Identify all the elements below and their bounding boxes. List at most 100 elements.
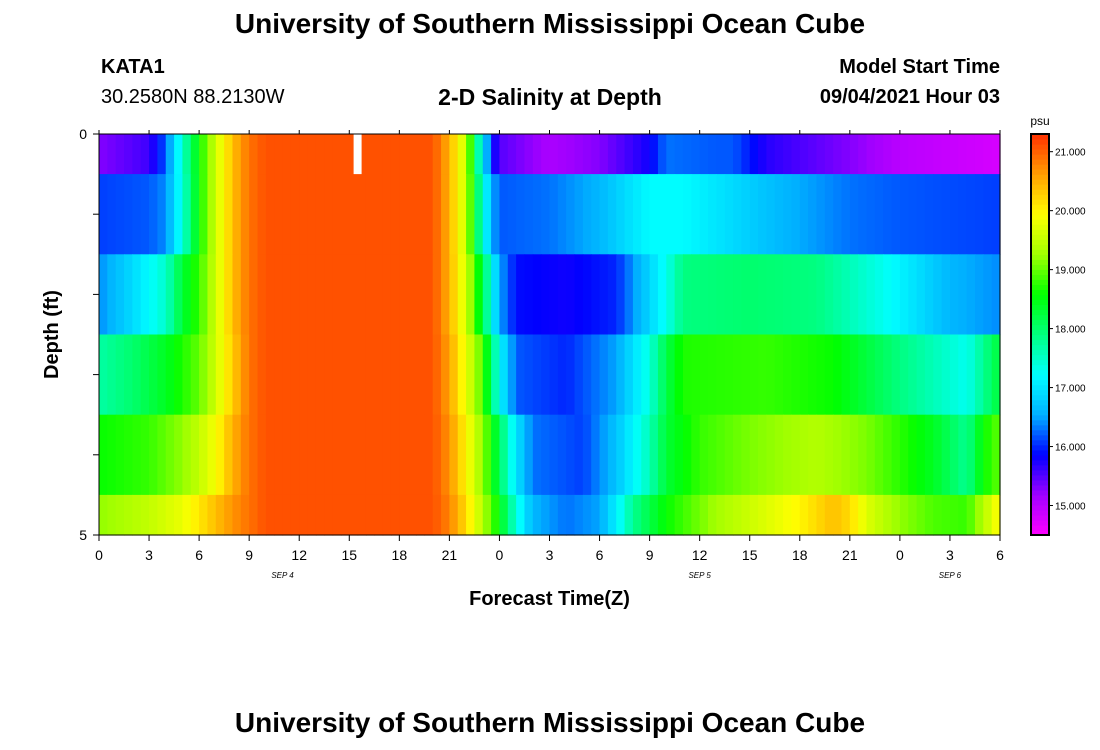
heatmap-cell — [708, 134, 717, 175]
colorbar-segment — [1031, 149, 1049, 155]
heatmap-cell — [407, 174, 417, 255]
heatmap-cell — [441, 134, 450, 175]
heatmap-cell — [357, 334, 367, 416]
heatmap-cell — [591, 414, 601, 496]
heatmap-cell — [833, 134, 843, 175]
heatmap-cell — [616, 334, 626, 416]
heatmap-cell — [816, 414, 826, 496]
heatmap-cell — [708, 174, 717, 255]
heatmap-cell — [416, 254, 425, 336]
heatmap-cell — [758, 494, 767, 536]
colorbar-segment — [1031, 219, 1049, 225]
colorbar-tick-label: 19.000 — [1055, 266, 1086, 277]
heatmap-cell — [290, 494, 300, 536]
colorbar-segment — [1031, 334, 1049, 341]
heatmap-cell — [541, 494, 551, 536]
heatmap-cell — [749, 254, 759, 336]
heatmap-cell — [357, 254, 367, 336]
heatmap-cell — [699, 134, 709, 175]
heatmap-cell — [491, 494, 501, 536]
heatmap-cell — [924, 334, 934, 416]
heatmap-cell — [858, 134, 868, 175]
heatmap-cell — [733, 134, 742, 175]
heatmap-cell — [733, 414, 742, 496]
heatmap-cell — [783, 254, 793, 336]
x-axis-ticks: 0 3 6 9 12 15 18 21 0 3 6 9 12 15 18 21 0 3 6 — [95, 130, 1004, 563]
heatmap-cell — [924, 254, 934, 336]
heatmap-cell — [974, 134, 984, 175]
heatmap-cell — [165, 254, 175, 336]
colorbar-segment — [1031, 224, 1049, 230]
heatmap-cell — [207, 494, 217, 536]
heatmap-cell — [174, 494, 184, 536]
heatmap-cell — [649, 414, 659, 496]
heatmap-cell — [324, 254, 334, 336]
heatmap-cell — [165, 414, 175, 496]
heatmap-cell — [416, 174, 425, 255]
heatmap-cell — [858, 174, 868, 255]
heatmap-cell — [557, 334, 567, 416]
heatmap-cell — [749, 494, 759, 536]
heatmap-cell — [516, 494, 526, 536]
heatmap-cell — [749, 134, 759, 175]
heatmap-cell — [357, 494, 367, 536]
heatmap-cell — [766, 494, 776, 536]
heatmap-cell — [891, 134, 901, 175]
heatmap-cell — [365, 134, 375, 175]
heatmap-cell — [758, 414, 767, 496]
heatmap-cell — [966, 494, 976, 536]
heatmap-cell — [833, 494, 843, 536]
heatmap-cell — [140, 494, 150, 536]
heatmap-cell — [966, 134, 976, 175]
heatmap-cell — [733, 494, 742, 536]
heatmap-cell — [599, 254, 609, 336]
colorbar-segment — [1031, 509, 1049, 516]
heatmap-cell — [816, 134, 826, 175]
heatmap-cell — [224, 414, 234, 496]
heatmap-cell — [332, 254, 342, 336]
heatmap-cell — [749, 414, 759, 496]
heatmap-cell — [849, 494, 859, 536]
heatmap-cell — [541, 174, 551, 255]
heatmap-cell — [449, 134, 459, 175]
heatmap-cell — [574, 334, 584, 416]
colorbar-segment — [1031, 249, 1049, 255]
colorbar-tick-label: 17.000 — [1055, 384, 1086, 395]
heatmap-cell — [307, 134, 317, 175]
heatmap-cell — [891, 494, 901, 536]
heatmap-cell — [240, 414, 250, 496]
colorbar-segment — [1031, 164, 1049, 170]
heatmap-cell — [716, 254, 726, 336]
heatmap-cell — [566, 334, 576, 416]
heatmap-cell — [566, 174, 576, 255]
heatmap-cell — [199, 134, 209, 175]
heatmap-cell — [799, 334, 809, 416]
heatmap-cell — [466, 494, 476, 536]
heatmap-cell — [315, 134, 325, 175]
heatmap-cell — [274, 254, 284, 336]
heatmap-cell — [874, 494, 884, 536]
heatmap-cell — [140, 414, 150, 496]
heatmap-cell — [616, 254, 626, 336]
colorbar-segment — [1031, 529, 1049, 536]
heatmap-cell — [941, 494, 951, 536]
colorbar-segment — [1031, 409, 1049, 416]
heatmap-cell — [632, 134, 642, 175]
heatmap-cell — [841, 494, 851, 536]
colorbar-segment — [1031, 189, 1049, 195]
heatmap-cell — [157, 174, 167, 255]
heatmap-cell — [708, 494, 717, 536]
heatmap-cell — [499, 494, 509, 536]
heatmap-cell — [365, 334, 375, 416]
heatmap-cell — [115, 174, 125, 255]
heatmap-cell — [224, 494, 234, 536]
heatmap-cell — [933, 414, 943, 496]
heatmap-cell — [691, 494, 701, 536]
heatmap-cell — [282, 494, 292, 536]
heatmap-cell — [824, 134, 834, 175]
heatmap-cell — [749, 334, 759, 416]
heatmap-cell — [649, 134, 659, 175]
heatmap-cell — [282, 254, 292, 336]
colorbar-tick-label: 20.000 — [1055, 207, 1086, 218]
heatmap-cell — [99, 494, 108, 536]
